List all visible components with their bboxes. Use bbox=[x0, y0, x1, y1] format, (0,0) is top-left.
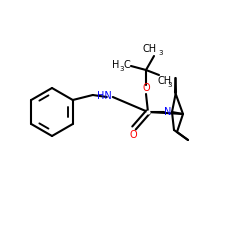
Text: CH: CH bbox=[158, 76, 172, 86]
Text: O: O bbox=[142, 83, 150, 93]
Text: HN: HN bbox=[98, 91, 112, 101]
Text: CH: CH bbox=[143, 44, 157, 54]
Text: 3: 3 bbox=[167, 82, 172, 88]
Text: 3: 3 bbox=[119, 66, 124, 72]
Text: C: C bbox=[124, 60, 131, 70]
Text: O: O bbox=[129, 130, 137, 140]
Text: 3: 3 bbox=[158, 50, 162, 56]
Text: H: H bbox=[112, 60, 120, 70]
Text: N: N bbox=[164, 107, 172, 117]
